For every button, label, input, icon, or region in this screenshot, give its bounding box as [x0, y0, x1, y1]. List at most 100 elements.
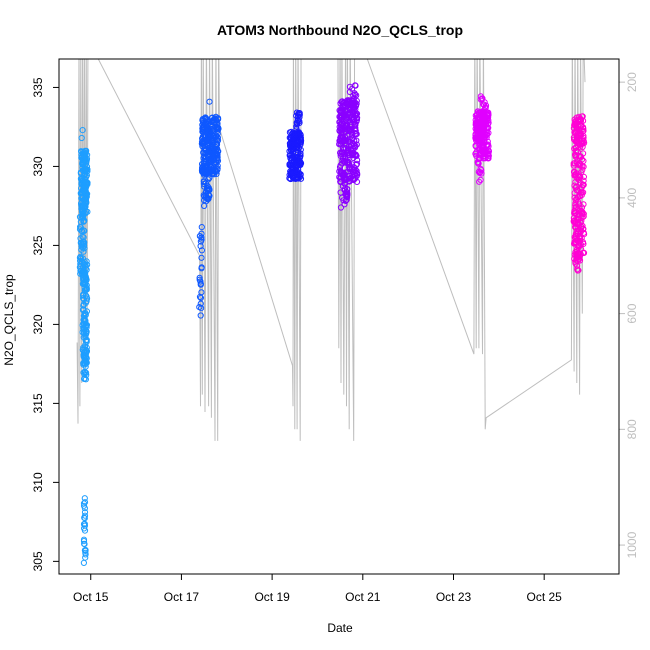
series-3	[286, 109, 305, 183]
data-point	[485, 147, 492, 154]
data-point	[196, 276, 203, 283]
data-point	[197, 312, 204, 319]
data-point	[578, 156, 586, 163]
data-point	[340, 197, 347, 204]
data-point	[80, 521, 88, 528]
data-point	[573, 124, 580, 131]
data-points-layer	[76, 82, 588, 567]
data-point	[80, 234, 87, 241]
data-point	[80, 280, 87, 287]
data-point	[348, 126, 355, 133]
data-point	[480, 155, 487, 162]
data-point	[198, 265, 205, 272]
data-point	[81, 368, 88, 375]
data-point	[578, 223, 585, 230]
data-point	[80, 212, 87, 219]
data-point	[78, 243, 85, 250]
data-point	[82, 332, 89, 339]
data-point	[578, 116, 585, 123]
data-point	[478, 95, 486, 103]
data-point	[572, 224, 579, 231]
data-point	[579, 140, 586, 147]
data-point	[348, 114, 356, 121]
data-point	[201, 152, 208, 159]
data-point	[198, 236, 205, 243]
data-point	[474, 124, 481, 131]
data-point	[340, 111, 347, 118]
x-tick-label: Oct 23	[436, 590, 472, 604]
axes-layer: Oct 15 Oct 17 Oct 19 Oct 21 Oct 23 Oct 25 305 3…	[31, 72, 639, 604]
data-point	[340, 121, 347, 128]
chart-title: ATOM3 Northbound N2O_QCLS_trop	[217, 22, 463, 38]
data-point	[344, 189, 351, 196]
data-point	[78, 205, 85, 212]
data-point	[570, 215, 578, 222]
data-point	[349, 165, 356, 172]
data-point	[200, 132, 208, 139]
data-point	[198, 289, 205, 296]
data-point	[351, 142, 358, 149]
data-point	[573, 134, 580, 141]
data-point	[296, 110, 303, 117]
data-point	[349, 150, 356, 157]
data-point	[78, 134, 85, 142]
data-point	[480, 112, 487, 119]
data-point	[346, 135, 353, 142]
data-point	[346, 106, 353, 113]
data-point	[478, 143, 485, 150]
data-point	[580, 132, 587, 140]
data-point	[352, 151, 359, 158]
data-point	[482, 155, 489, 162]
data-point	[338, 149, 345, 156]
data-point	[572, 171, 579, 178]
data-point	[291, 162, 298, 169]
series-5	[472, 93, 492, 185]
data-point	[573, 195, 580, 202]
data-point	[201, 155, 208, 162]
data-point	[82, 262, 89, 269]
data-point	[352, 127, 359, 134]
series-6	[570, 113, 588, 274]
data-point	[350, 92, 357, 99]
data-point	[80, 360, 87, 367]
data-point	[206, 150, 213, 157]
data-point	[478, 167, 485, 174]
y-axis-label: N2O_QCLS_trop	[2, 274, 16, 366]
data-point	[210, 133, 217, 140]
data-point	[572, 144, 579, 152]
data-point	[576, 251, 583, 258]
data-point	[353, 131, 360, 138]
data-point	[202, 122, 210, 130]
data-point	[580, 157, 587, 165]
data-point	[80, 306, 87, 313]
data-point	[580, 124, 587, 131]
data-point	[212, 113, 219, 121]
data-point	[78, 190, 85, 197]
data-point	[476, 154, 483, 161]
data-point	[344, 168, 351, 175]
data-point	[82, 546, 89, 554]
data-point	[83, 173, 90, 180]
data-point	[580, 181, 587, 188]
data-point	[571, 116, 578, 123]
data-point	[474, 160, 482, 167]
data-point	[82, 549, 89, 556]
data-point	[575, 176, 582, 183]
data-point	[578, 113, 586, 120]
data-point	[292, 162, 299, 169]
data-point	[81, 499, 89, 506]
data-point	[213, 140, 221, 147]
pressure-trace-layer	[76, 59, 586, 441]
data-point	[82, 323, 89, 330]
data-point	[573, 137, 580, 145]
data-point	[578, 189, 585, 196]
right-axis-tick-label: 800	[625, 419, 639, 439]
data-point	[82, 299, 90, 306]
right-axis-tick-label: 200	[625, 72, 639, 92]
pressure-trace-line	[76, 59, 586, 441]
data-point	[474, 108, 481, 115]
data-point	[83, 266, 90, 273]
y-tick-label: 315	[31, 393, 45, 413]
data-point	[580, 240, 587, 247]
data-point	[572, 205, 579, 212]
